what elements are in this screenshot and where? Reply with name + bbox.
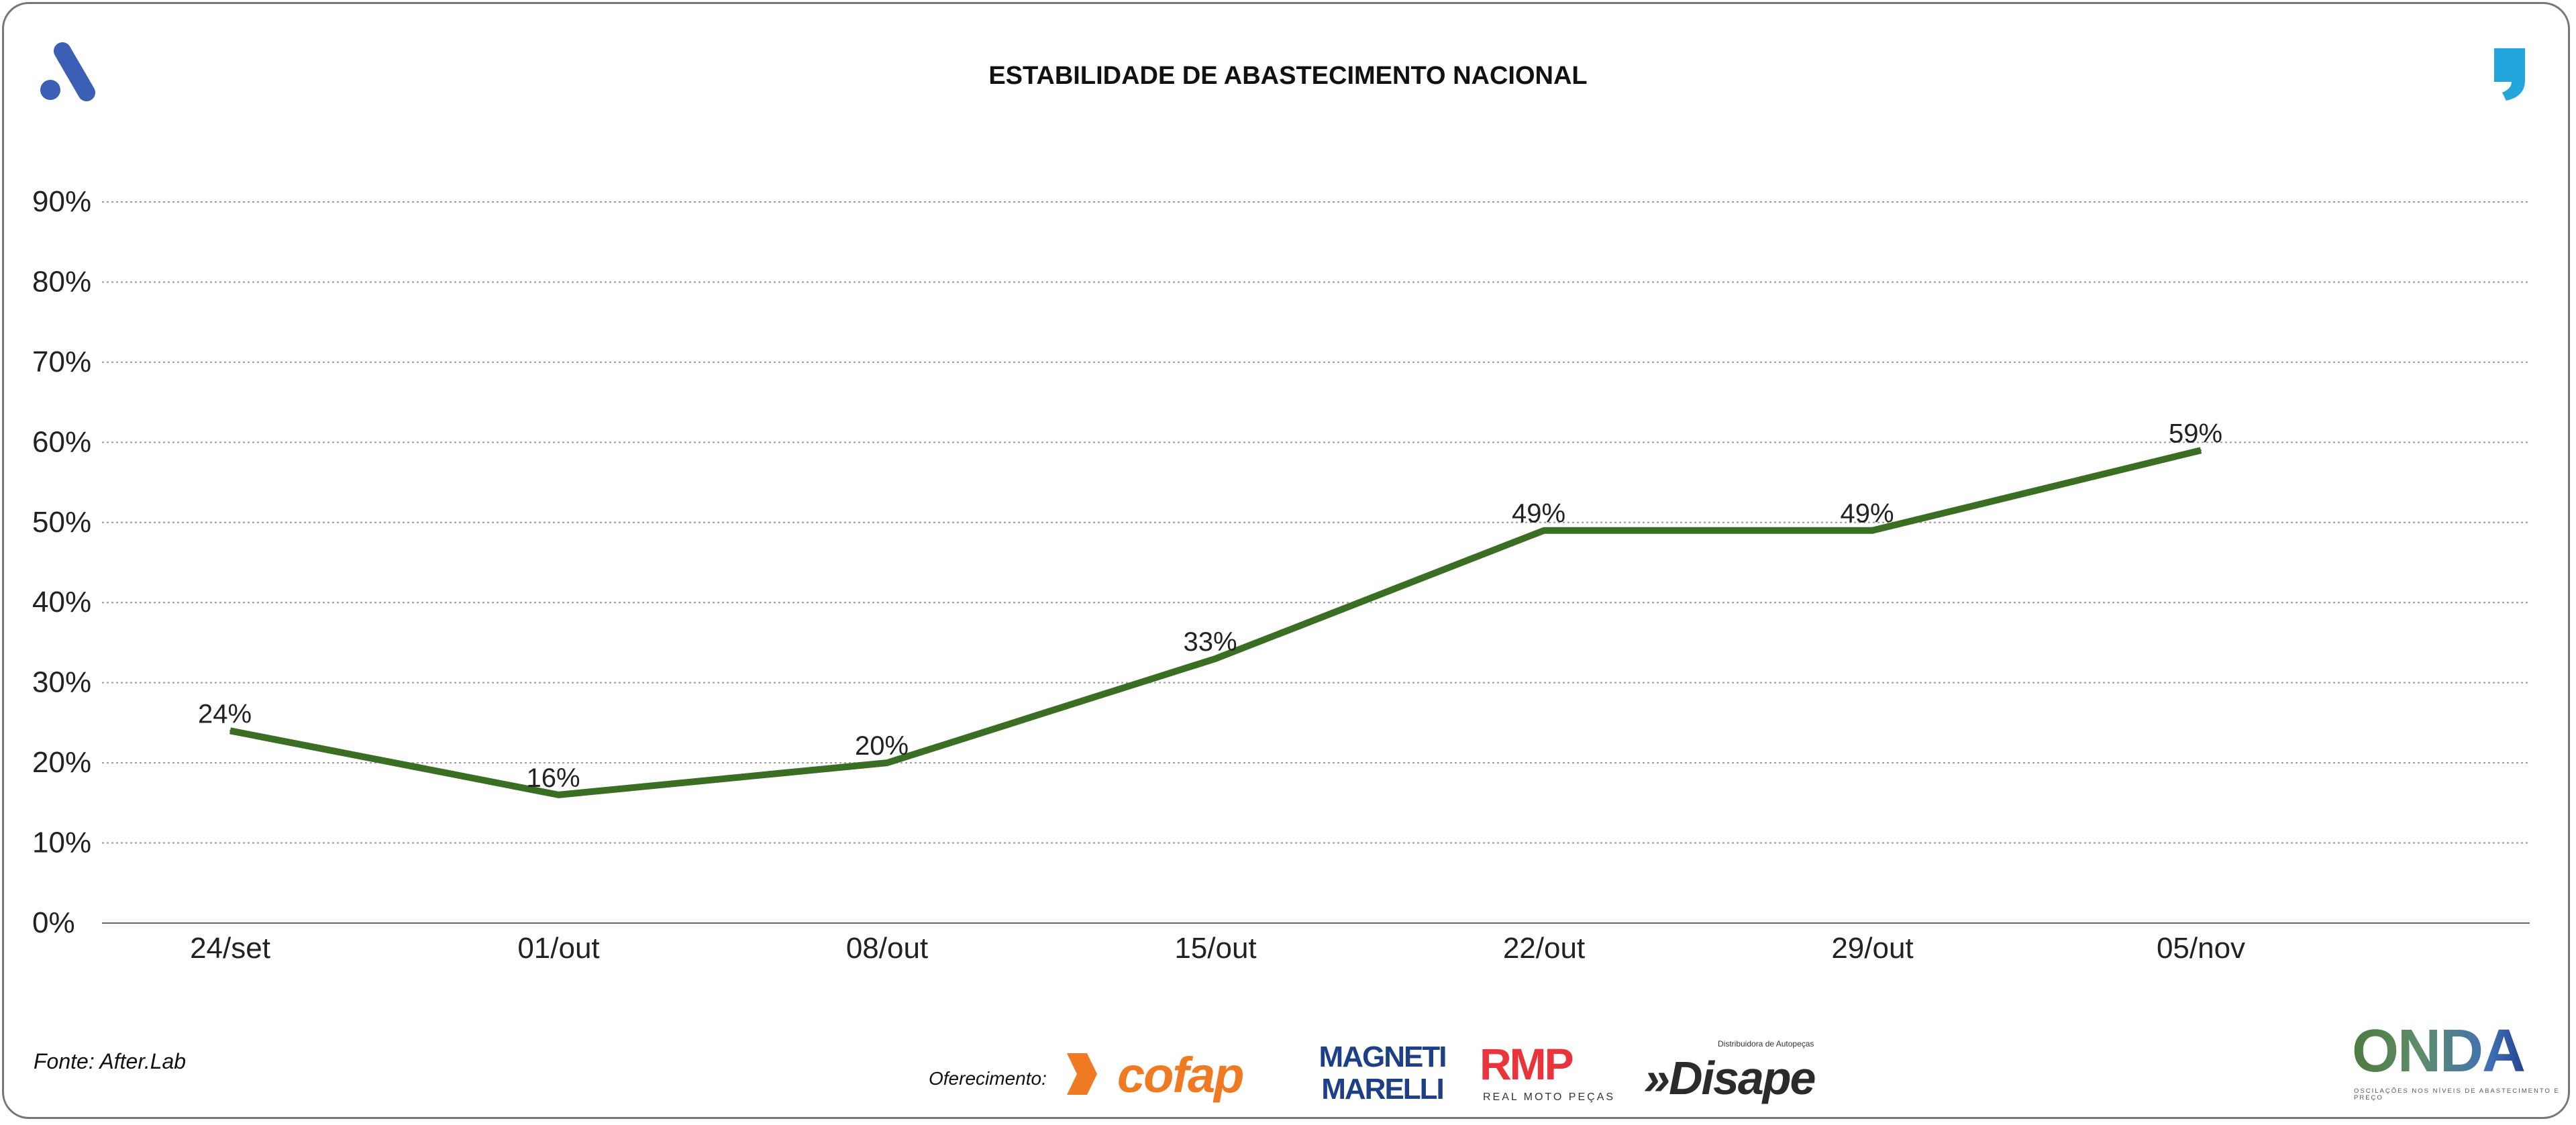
data-label: 20% <box>855 731 909 761</box>
sponsor-cofap-logo: cofap <box>1117 1047 1244 1103</box>
x-tick-label: 24/set <box>190 932 270 965</box>
data-point <box>229 730 231 732</box>
disape-text: Disape <box>1668 1052 1816 1104</box>
x-tick-label: 29/out <box>1831 932 1913 965</box>
y-tick-label: 10% <box>32 826 91 859</box>
data-label: 16% <box>526 763 580 793</box>
onda-brand-logo: ONDA <box>2352 1018 2526 1085</box>
x-tick-label: 22/out <box>1503 932 1585 965</box>
after-logo-icon <box>40 42 95 101</box>
data-point <box>1215 657 1217 659</box>
y-tick-label: 90% <box>32 185 91 218</box>
y-tick-label: 40% <box>32 586 91 619</box>
data-label: 24% <box>198 699 252 729</box>
sponsored-by-label: Oferecimento: <box>929 1068 1047 1089</box>
data-label: 33% <box>1183 627 1237 657</box>
y-tick-label: 50% <box>32 506 91 539</box>
quote-logo-icon <box>2494 48 2525 101</box>
x-tick-label: 01/out <box>517 932 599 965</box>
chart-title: ESTABILIDADE DE ABASTECIMENTO NACIONAL <box>988 62 1588 90</box>
data-point <box>1543 529 1545 531</box>
sponsor-rmp-logo: RMP <box>1480 1039 1574 1089</box>
source-note: Fonte: After.Lab <box>34 1049 187 1073</box>
sponsor-disape-logo: »Disape <box>1644 1052 1816 1104</box>
y-tick-label: 0% <box>32 906 75 939</box>
y-tick-label: 60% <box>32 425 91 458</box>
series-line <box>229 447 2202 798</box>
data-point <box>2200 449 2202 451</box>
data-label: 49% <box>1512 499 1565 529</box>
data-label: 59% <box>2169 419 2222 448</box>
data-label: 49% <box>1840 499 1894 529</box>
x-tick-label: 15/out <box>1174 932 1256 965</box>
y-tick-label: 70% <box>32 345 91 378</box>
x-tick-label: 05/nov <box>2157 932 2245 965</box>
y-tick-label: 30% <box>32 666 91 699</box>
sponsor-magneti-marelli-logo: MAGNETI MARELLI <box>1319 1040 1447 1106</box>
onda-brand-subtitle: OSCILAÇÕES NOS NÍVEIS DE ABASTECIMENTO E… <box>2354 1087 2560 1102</box>
data-point <box>1871 529 1873 531</box>
y-tick-label: 20% <box>32 746 91 779</box>
cofap-mark-icon <box>1067 1053 1097 1095</box>
disape-subtitle: Distribuidora de Autopeças <box>1718 1039 1814 1049</box>
data-point <box>886 762 888 764</box>
x-tick-label: 08/out <box>846 932 928 965</box>
y-tick-label: 80% <box>32 265 91 298</box>
data-point <box>558 794 560 796</box>
rmp-subtitle: REAL MOTO PEÇAS <box>1483 1091 1616 1103</box>
